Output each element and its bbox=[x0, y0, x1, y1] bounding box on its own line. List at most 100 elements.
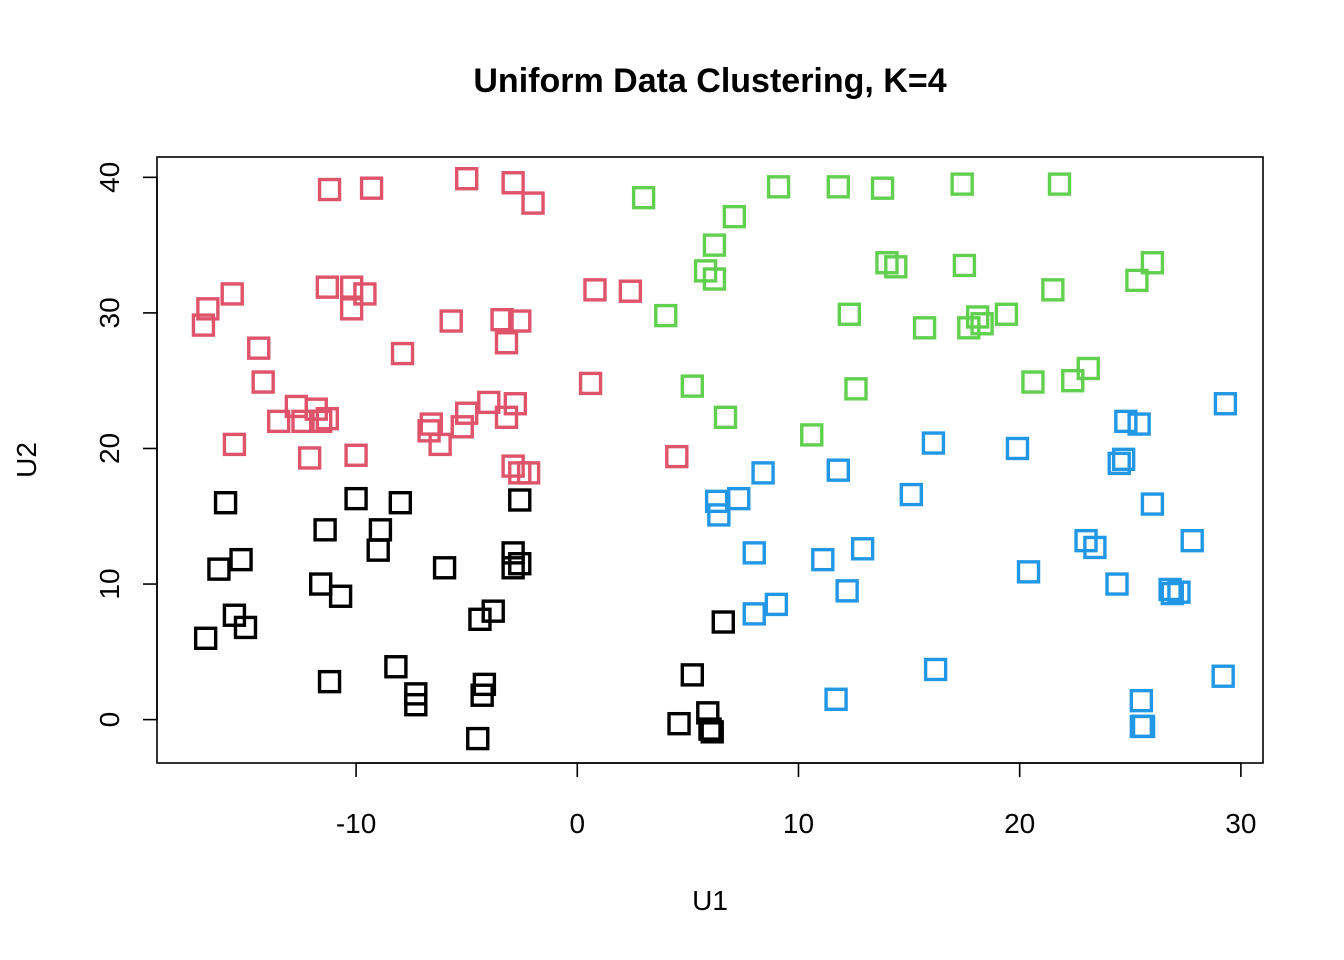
data-point bbox=[1047, 172, 1072, 196]
data-point bbox=[193, 626, 218, 650]
x-tick-label: 30 bbox=[1225, 808, 1256, 839]
data-point bbox=[432, 556, 457, 580]
data-point bbox=[1076, 356, 1100, 381]
data-point bbox=[501, 171, 525, 195]
data-point bbox=[490, 307, 514, 332]
data-point bbox=[850, 537, 875, 561]
data-point bbox=[368, 518, 393, 542]
x-tick-label: 10 bbox=[783, 808, 814, 839]
data-point bbox=[328, 584, 353, 608]
data-point bbox=[339, 297, 364, 321]
data-point bbox=[266, 409, 291, 434]
data-point bbox=[824, 687, 848, 711]
data-point bbox=[233, 615, 258, 640]
data-point bbox=[308, 409, 333, 434]
data-point bbox=[583, 278, 607, 302]
data-point bbox=[1140, 492, 1165, 516]
data-point bbox=[315, 406, 340, 431]
data-point bbox=[308, 572, 333, 596]
data-point bbox=[353, 282, 377, 306]
data-point bbox=[508, 552, 532, 576]
data-point bbox=[702, 233, 727, 257]
data-point bbox=[317, 669, 342, 694]
data-point bbox=[428, 432, 452, 457]
data-point bbox=[1213, 392, 1238, 416]
y-tick-label: 20 bbox=[94, 433, 125, 464]
data-point bbox=[470, 683, 494, 707]
data-point bbox=[970, 312, 994, 336]
data-point bbox=[631, 185, 656, 210]
data-point bbox=[800, 423, 824, 447]
data-point bbox=[481, 599, 505, 623]
data-point bbox=[680, 374, 705, 398]
data-point bbox=[366, 538, 390, 562]
data-point bbox=[454, 401, 479, 425]
data-point bbox=[1105, 572, 1129, 596]
data-point bbox=[870, 176, 895, 200]
data-point bbox=[359, 176, 384, 200]
data-point bbox=[751, 461, 775, 485]
data-point bbox=[835, 579, 859, 603]
x-tick-label: 20 bbox=[1004, 808, 1035, 839]
data-point bbox=[494, 331, 519, 355]
data-point bbox=[291, 409, 315, 434]
data-point bbox=[297, 446, 322, 470]
data-point bbox=[704, 489, 729, 514]
data-point bbox=[1180, 528, 1204, 553]
data-point bbox=[450, 415, 474, 439]
data-point bbox=[213, 491, 238, 515]
data-point bbox=[618, 279, 643, 303]
data-point bbox=[251, 370, 275, 394]
data-point bbox=[766, 175, 791, 199]
data-point bbox=[477, 390, 501, 415]
data-point bbox=[899, 482, 923, 507]
data-point bbox=[826, 175, 850, 199]
data-point bbox=[713, 405, 738, 429]
data-point bbox=[702, 267, 727, 291]
data-point bbox=[711, 610, 735, 634]
data-point bbox=[207, 557, 231, 581]
x-axis-label: U1 bbox=[692, 885, 728, 916]
data-point bbox=[1061, 368, 1085, 393]
data-point bbox=[344, 443, 368, 467]
data-point bbox=[952, 253, 977, 278]
data-point bbox=[1140, 251, 1165, 275]
data-point bbox=[344, 486, 368, 511]
data-point bbox=[1111, 447, 1136, 472]
data-point bbox=[501, 556, 525, 580]
data-point bbox=[826, 458, 850, 482]
x-tick-label: 0 bbox=[569, 808, 585, 839]
data-point bbox=[229, 547, 253, 572]
data-point bbox=[912, 316, 937, 340]
y-tick-label: 0 bbox=[94, 712, 125, 728]
data-point bbox=[494, 405, 519, 429]
data-point bbox=[317, 177, 342, 202]
data-point bbox=[247, 336, 271, 360]
data-point bbox=[315, 275, 340, 299]
data-point bbox=[384, 655, 408, 679]
data-point bbox=[1211, 664, 1235, 688]
y-axis-label: U2 bbox=[11, 442, 42, 478]
data-point bbox=[313, 518, 337, 542]
data-point bbox=[1114, 409, 1138, 434]
x-axis: -10 0 10 20 30 bbox=[336, 762, 1256, 839]
y-tick-label: 10 bbox=[94, 568, 125, 599]
data-point bbox=[454, 166, 479, 191]
data-point bbox=[665, 444, 689, 469]
data-point bbox=[965, 305, 990, 329]
data-point bbox=[404, 693, 428, 717]
data-point bbox=[727, 486, 751, 511]
chart-title: Uniform Data Clustering, K=4 bbox=[473, 62, 946, 100]
data-point bbox=[468, 607, 492, 631]
data-point bbox=[837, 302, 862, 326]
data-point bbox=[390, 341, 415, 366]
data-point bbox=[811, 547, 835, 572]
data-point bbox=[923, 657, 948, 682]
data-point bbox=[1005, 436, 1030, 461]
data-point bbox=[339, 275, 364, 299]
data-point bbox=[722, 204, 747, 229]
data-point bbox=[508, 309, 532, 333]
data-point bbox=[742, 602, 766, 626]
data-point bbox=[742, 541, 766, 565]
